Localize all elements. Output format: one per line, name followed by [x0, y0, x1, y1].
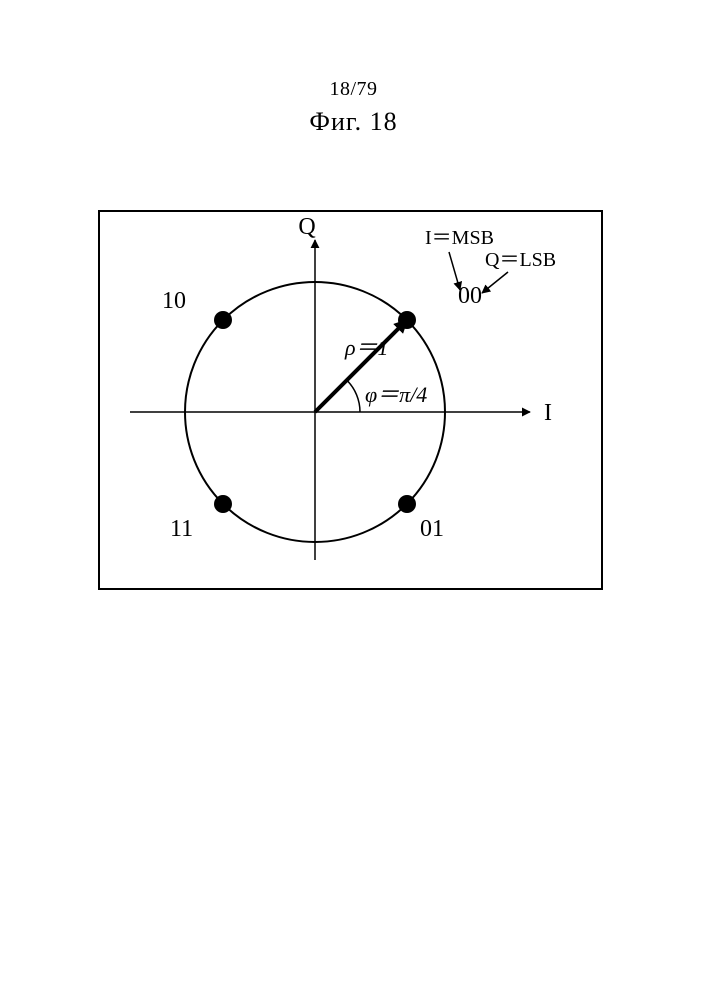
phase-angle-arc: [347, 380, 360, 412]
page: 18/79 Фиг. 18 IQρ＝1φ＝π/400101101I＝MSBQ＝L…: [0, 0, 707, 1000]
constellation-point: [398, 495, 416, 513]
phi-label: φ＝π/4: [365, 382, 427, 407]
i-axis-label: I: [544, 400, 552, 426]
legend-lsb-pointer: [482, 272, 508, 293]
constellation-point: [214, 311, 232, 329]
legend-msb: I＝MSB: [425, 227, 494, 249]
constellation-point-label: 00: [458, 283, 482, 309]
q-axis-label: Q: [298, 214, 315, 240]
constellation-point-label: 01: [420, 516, 444, 542]
constellation-point: [398, 311, 416, 329]
rho-label: ρ＝1: [344, 335, 389, 360]
constellation-point: [214, 495, 232, 513]
constellation-point-label: 11: [170, 516, 193, 542]
legend-msb-pointer: [449, 252, 460, 290]
legend-lsb: Q＝LSB: [485, 249, 556, 271]
constellation-diagram: I Qρ＝1 φ＝π/4 00 10 11 01 I＝MSBQ＝LSB: [0, 0, 707, 1000]
constellation-point-label: 10: [162, 288, 186, 314]
